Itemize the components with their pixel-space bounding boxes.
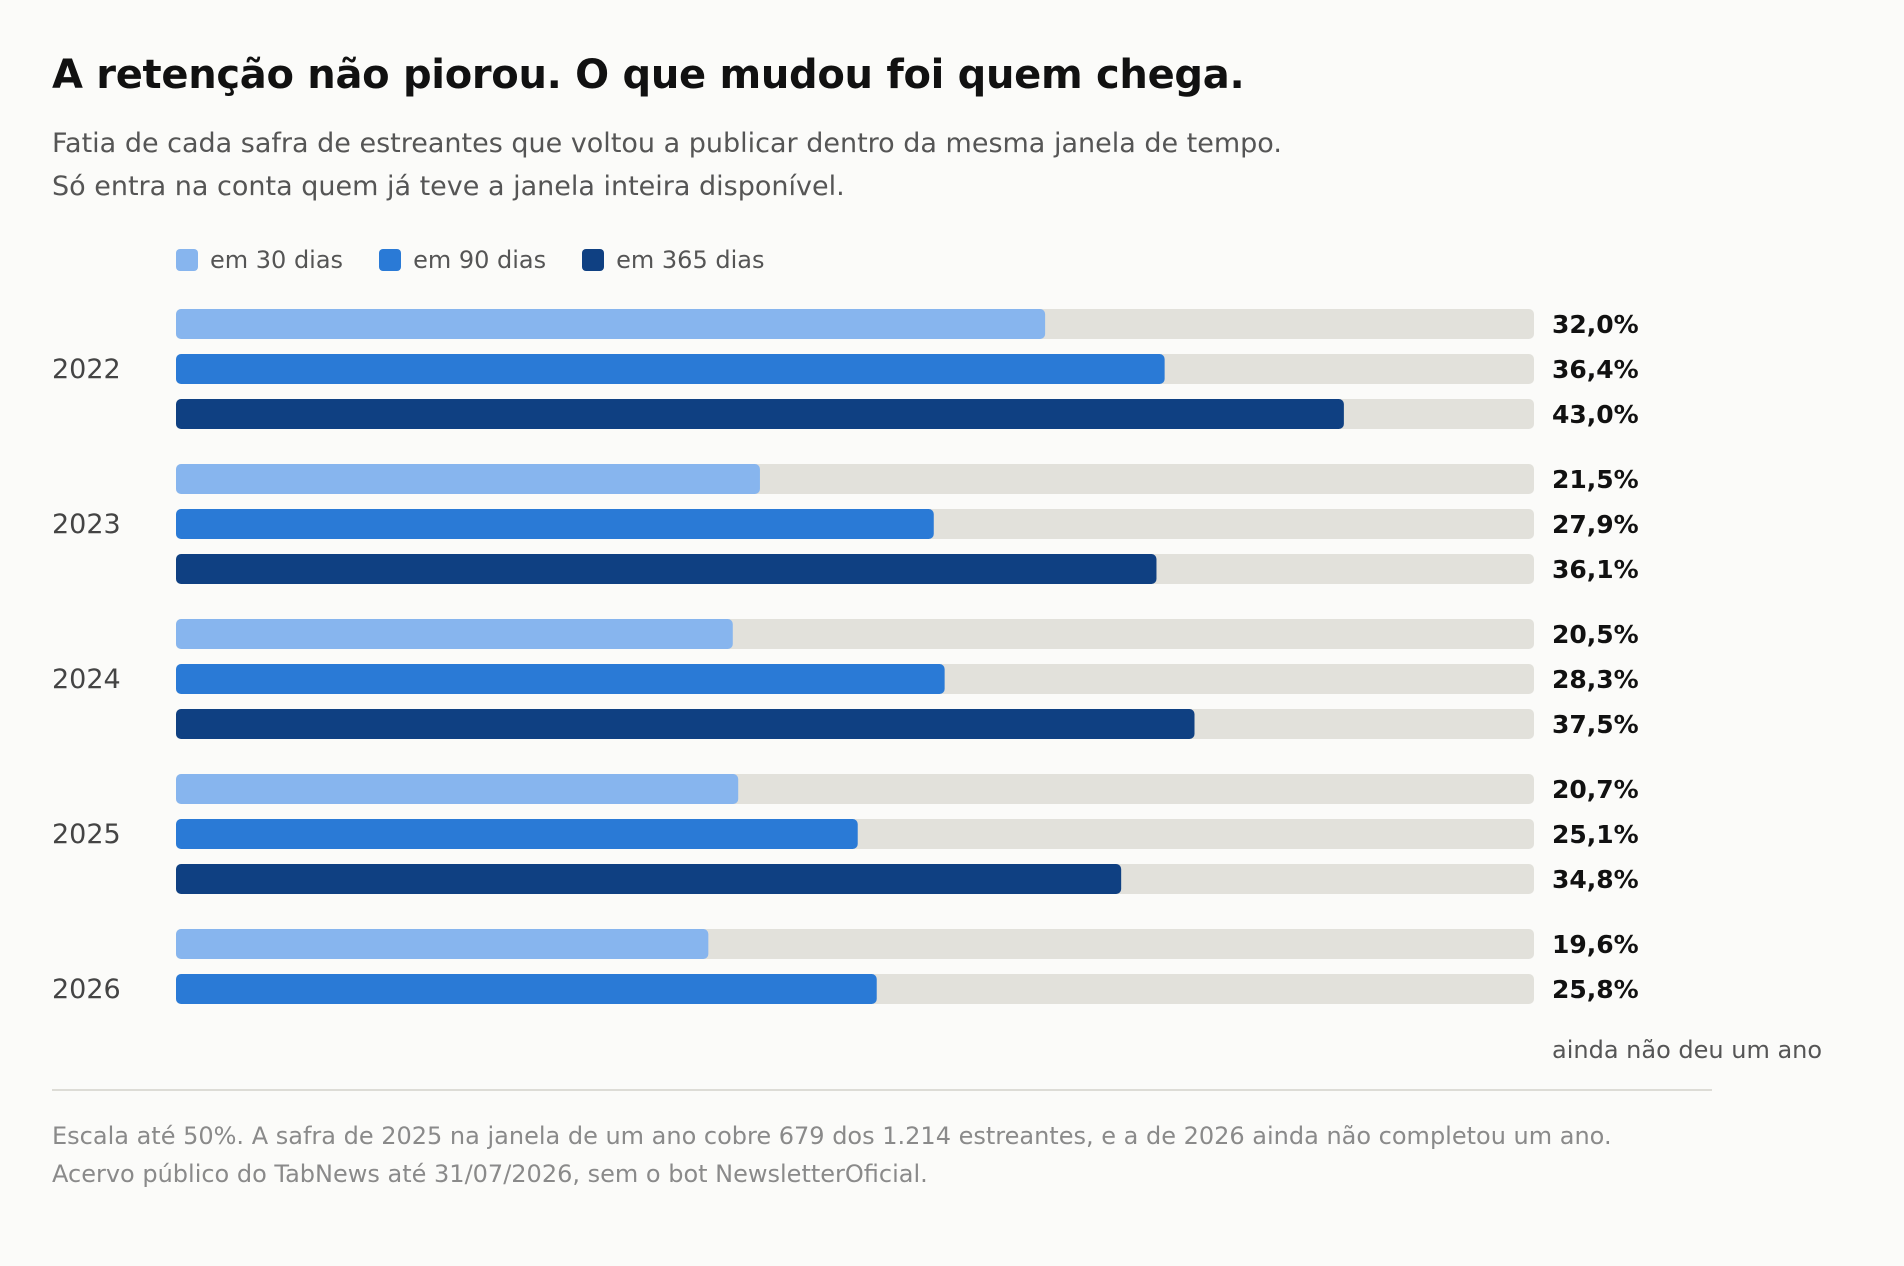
bar-em-90-dias <box>176 819 858 849</box>
legend: em 30 dias em 90 dias em 365 dias <box>176 242 800 278</box>
value-label: 20,7% <box>1552 775 1639 804</box>
divider <box>52 1089 1712 1091</box>
bar-em-365-dias <box>176 399 1344 429</box>
category-label: 2023 <box>52 509 121 540</box>
value-label: 19,6% <box>1552 930 1639 959</box>
bar-em-365-dias <box>176 709 1195 739</box>
legend-label: em 30 dias <box>210 246 344 274</box>
value-label: 27,9% <box>1552 510 1639 539</box>
bar-em-30-dias <box>176 774 739 804</box>
value-label: 28,3% <box>1552 665 1639 694</box>
bar-em-30-dias <box>176 619 733 649</box>
value-label: 20,5% <box>1552 620 1639 649</box>
legend-swatch <box>379 249 402 271</box>
value-label: 36,1% <box>1552 555 1639 584</box>
subtitle-line: Só entra na conta quem já teve a janela … <box>52 171 845 202</box>
category-label: 2022 <box>52 354 121 385</box>
value-label: 32,0% <box>1552 310 1639 339</box>
bar-em-30-dias <box>176 929 709 959</box>
bar-em-90-dias <box>176 974 877 1004</box>
chart-subtitle: Fatia de cada safra de estreantes que vo… <box>52 122 1552 208</box>
category-label: 2026 <box>52 974 121 1005</box>
annotation: ainda não deu um ano <box>1552 1036 1822 1064</box>
category-label: 2025 <box>52 819 121 850</box>
legend-item-90-dias: em 90 dias <box>379 246 546 274</box>
legend-swatch <box>176 249 198 271</box>
bar-em-365-dias <box>176 864 1122 894</box>
bar-em-90-dias <box>176 354 1165 384</box>
legend-label: em 365 dias <box>616 246 765 274</box>
bar-em-90-dias <box>176 664 945 694</box>
bar-em-30-dias <box>176 464 760 494</box>
chart-title: A retenção não piorou. O que mudou foi q… <box>52 52 1245 98</box>
footnote: Escala até 50%. A safra de 2025 na janel… <box>52 1122 1612 1188</box>
value-label: 25,8% <box>1552 975 1639 1004</box>
value-label: 25,1% <box>1552 820 1639 849</box>
legend-item-365-dias: em 365 dias <box>582 246 764 274</box>
value-label: 37,5% <box>1552 710 1639 739</box>
bar-em-365-dias <box>176 554 1157 584</box>
legend-swatch <box>582 249 605 271</box>
value-label: 43,0% <box>1552 400 1639 429</box>
category-label: 2024 <box>52 664 121 695</box>
bar-em-90-dias <box>176 509 934 539</box>
value-label: 34,8% <box>1552 865 1639 894</box>
subtitle-line: Fatia de cada safra de estreantes que vo… <box>52 128 1282 159</box>
legend-label: em 90 dias <box>413 246 547 274</box>
value-label: 36,4% <box>1552 355 1639 384</box>
legend-item-30-dias: em 30 dias <box>176 246 343 274</box>
bar-em-30-dias <box>176 309 1046 339</box>
value-label: 21,5% <box>1552 465 1639 494</box>
